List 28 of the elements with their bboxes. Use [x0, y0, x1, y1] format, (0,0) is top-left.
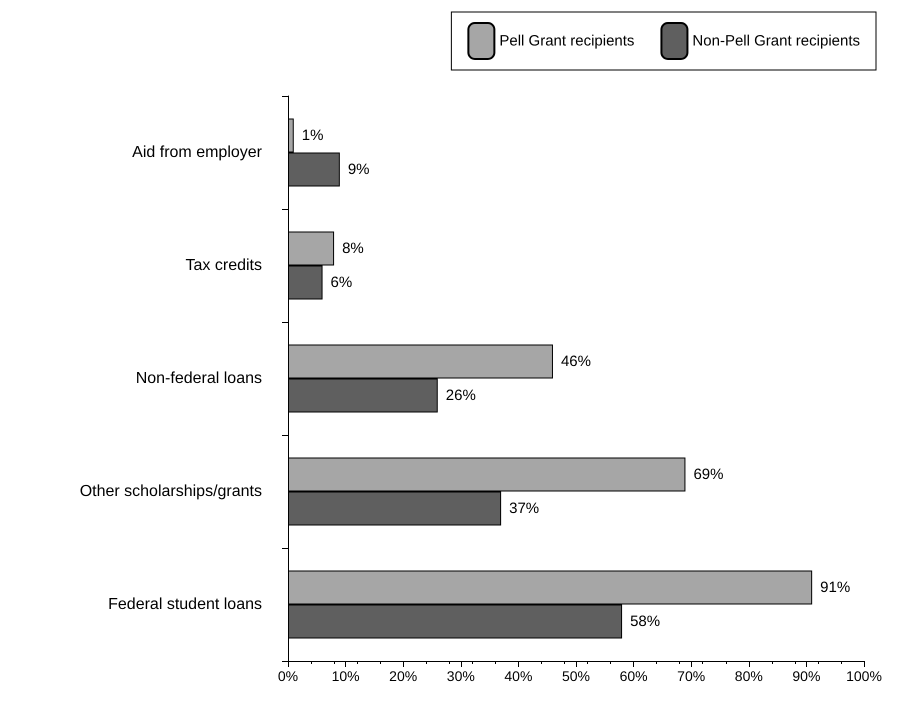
data-label: 91%: [820, 579, 850, 596]
data-label: 1%: [302, 127, 324, 144]
data-label: 26%: [446, 387, 476, 404]
data-label: 9%: [348, 161, 370, 178]
x-tick-label: 0%: [278, 668, 298, 684]
legend-label: Non-Pell Grant recipients: [692, 32, 860, 50]
data-label: 37%: [509, 500, 540, 517]
x-tick-label: 30%: [446, 668, 475, 684]
x-tick-label: 100%: [846, 668, 882, 684]
data-label: 6%: [330, 274, 352, 291]
y-tick-label: Federal student loans: [108, 596, 262, 613]
y-tick-label: Other scholarships/grants: [80, 483, 262, 500]
x-tick-label: 80%: [734, 668, 763, 684]
y-tick-label: Tax credits: [186, 257, 262, 274]
x-tick-label: 60%: [620, 668, 648, 684]
data-label: 8%: [342, 240, 364, 257]
x-tick-label: 10%: [332, 668, 360, 684]
y-tick-label: Non-federal loans: [136, 370, 262, 387]
data-label: 58%: [630, 613, 660, 630]
data-label: 69%: [693, 466, 724, 483]
x-tick-label: 70%: [677, 668, 706, 684]
x-tick-label: 40%: [504, 668, 532, 684]
legend-label: Pell Grant recipients: [499, 32, 634, 50]
x-tick-label: 20%: [389, 668, 418, 684]
data-label: 46%: [560, 353, 591, 370]
x-tick-label: 50%: [562, 668, 590, 684]
y-tick-label: Aid from employer: [132, 144, 263, 161]
x-tick-label: 90%: [792, 668, 820, 684]
